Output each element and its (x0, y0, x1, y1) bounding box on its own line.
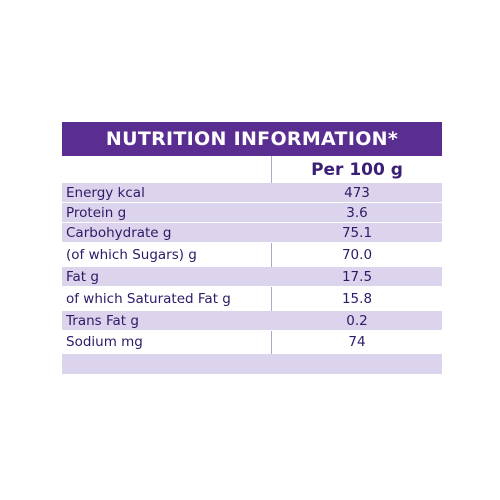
row-label: (of which Sugars) g (66, 247, 197, 263)
row-label: of which Saturated Fat g (66, 291, 231, 307)
row-value: 15.8 (341, 291, 373, 307)
table-row: of which Saturated Fat g 15.8 (62, 289, 442, 309)
table-row: Fat g 17.5 (62, 267, 442, 287)
nutrition-title: NUTRITION INFORMATION* (62, 122, 442, 156)
row-label: Protein g (66, 205, 127, 221)
row-label: Trans Fat g (66, 313, 139, 329)
row-label: Sodium mg (66, 334, 143, 350)
row-label: Energy kcal (66, 185, 145, 201)
row-value: 473 (344, 185, 370, 201)
row-value: 3.6 (346, 205, 368, 221)
table-row: Trans Fat g 0.2 (62, 311, 442, 331)
row-value: 0.2 (346, 313, 368, 329)
table-row-empty (62, 354, 442, 374)
row-value: 17.5 (341, 269, 373, 285)
row-label: Fat g (66, 269, 99, 285)
table-row: Energy kcal 473 (62, 183, 442, 203)
row-label: Carbohydrate g (66, 225, 172, 241)
column-divider (271, 156, 272, 374)
column-header-row: Per 100 g (62, 158, 442, 182)
row-value: 74 (348, 334, 366, 350)
nutrition-table: NUTRITION INFORMATION* Per 100 g Energy … (62, 122, 442, 376)
table-row: Sodium mg 74 (62, 332, 442, 352)
table-row: Protein g 3.6 (62, 203, 442, 223)
table-row: Carbohydrate g 75.1 (62, 223, 442, 243)
per-100g-header: Per 100 g (311, 160, 403, 180)
row-value: 75.1 (341, 225, 373, 241)
table-row: (of which Sugars) g 70.0 (62, 245, 442, 265)
row-value: 70.0 (341, 247, 373, 263)
